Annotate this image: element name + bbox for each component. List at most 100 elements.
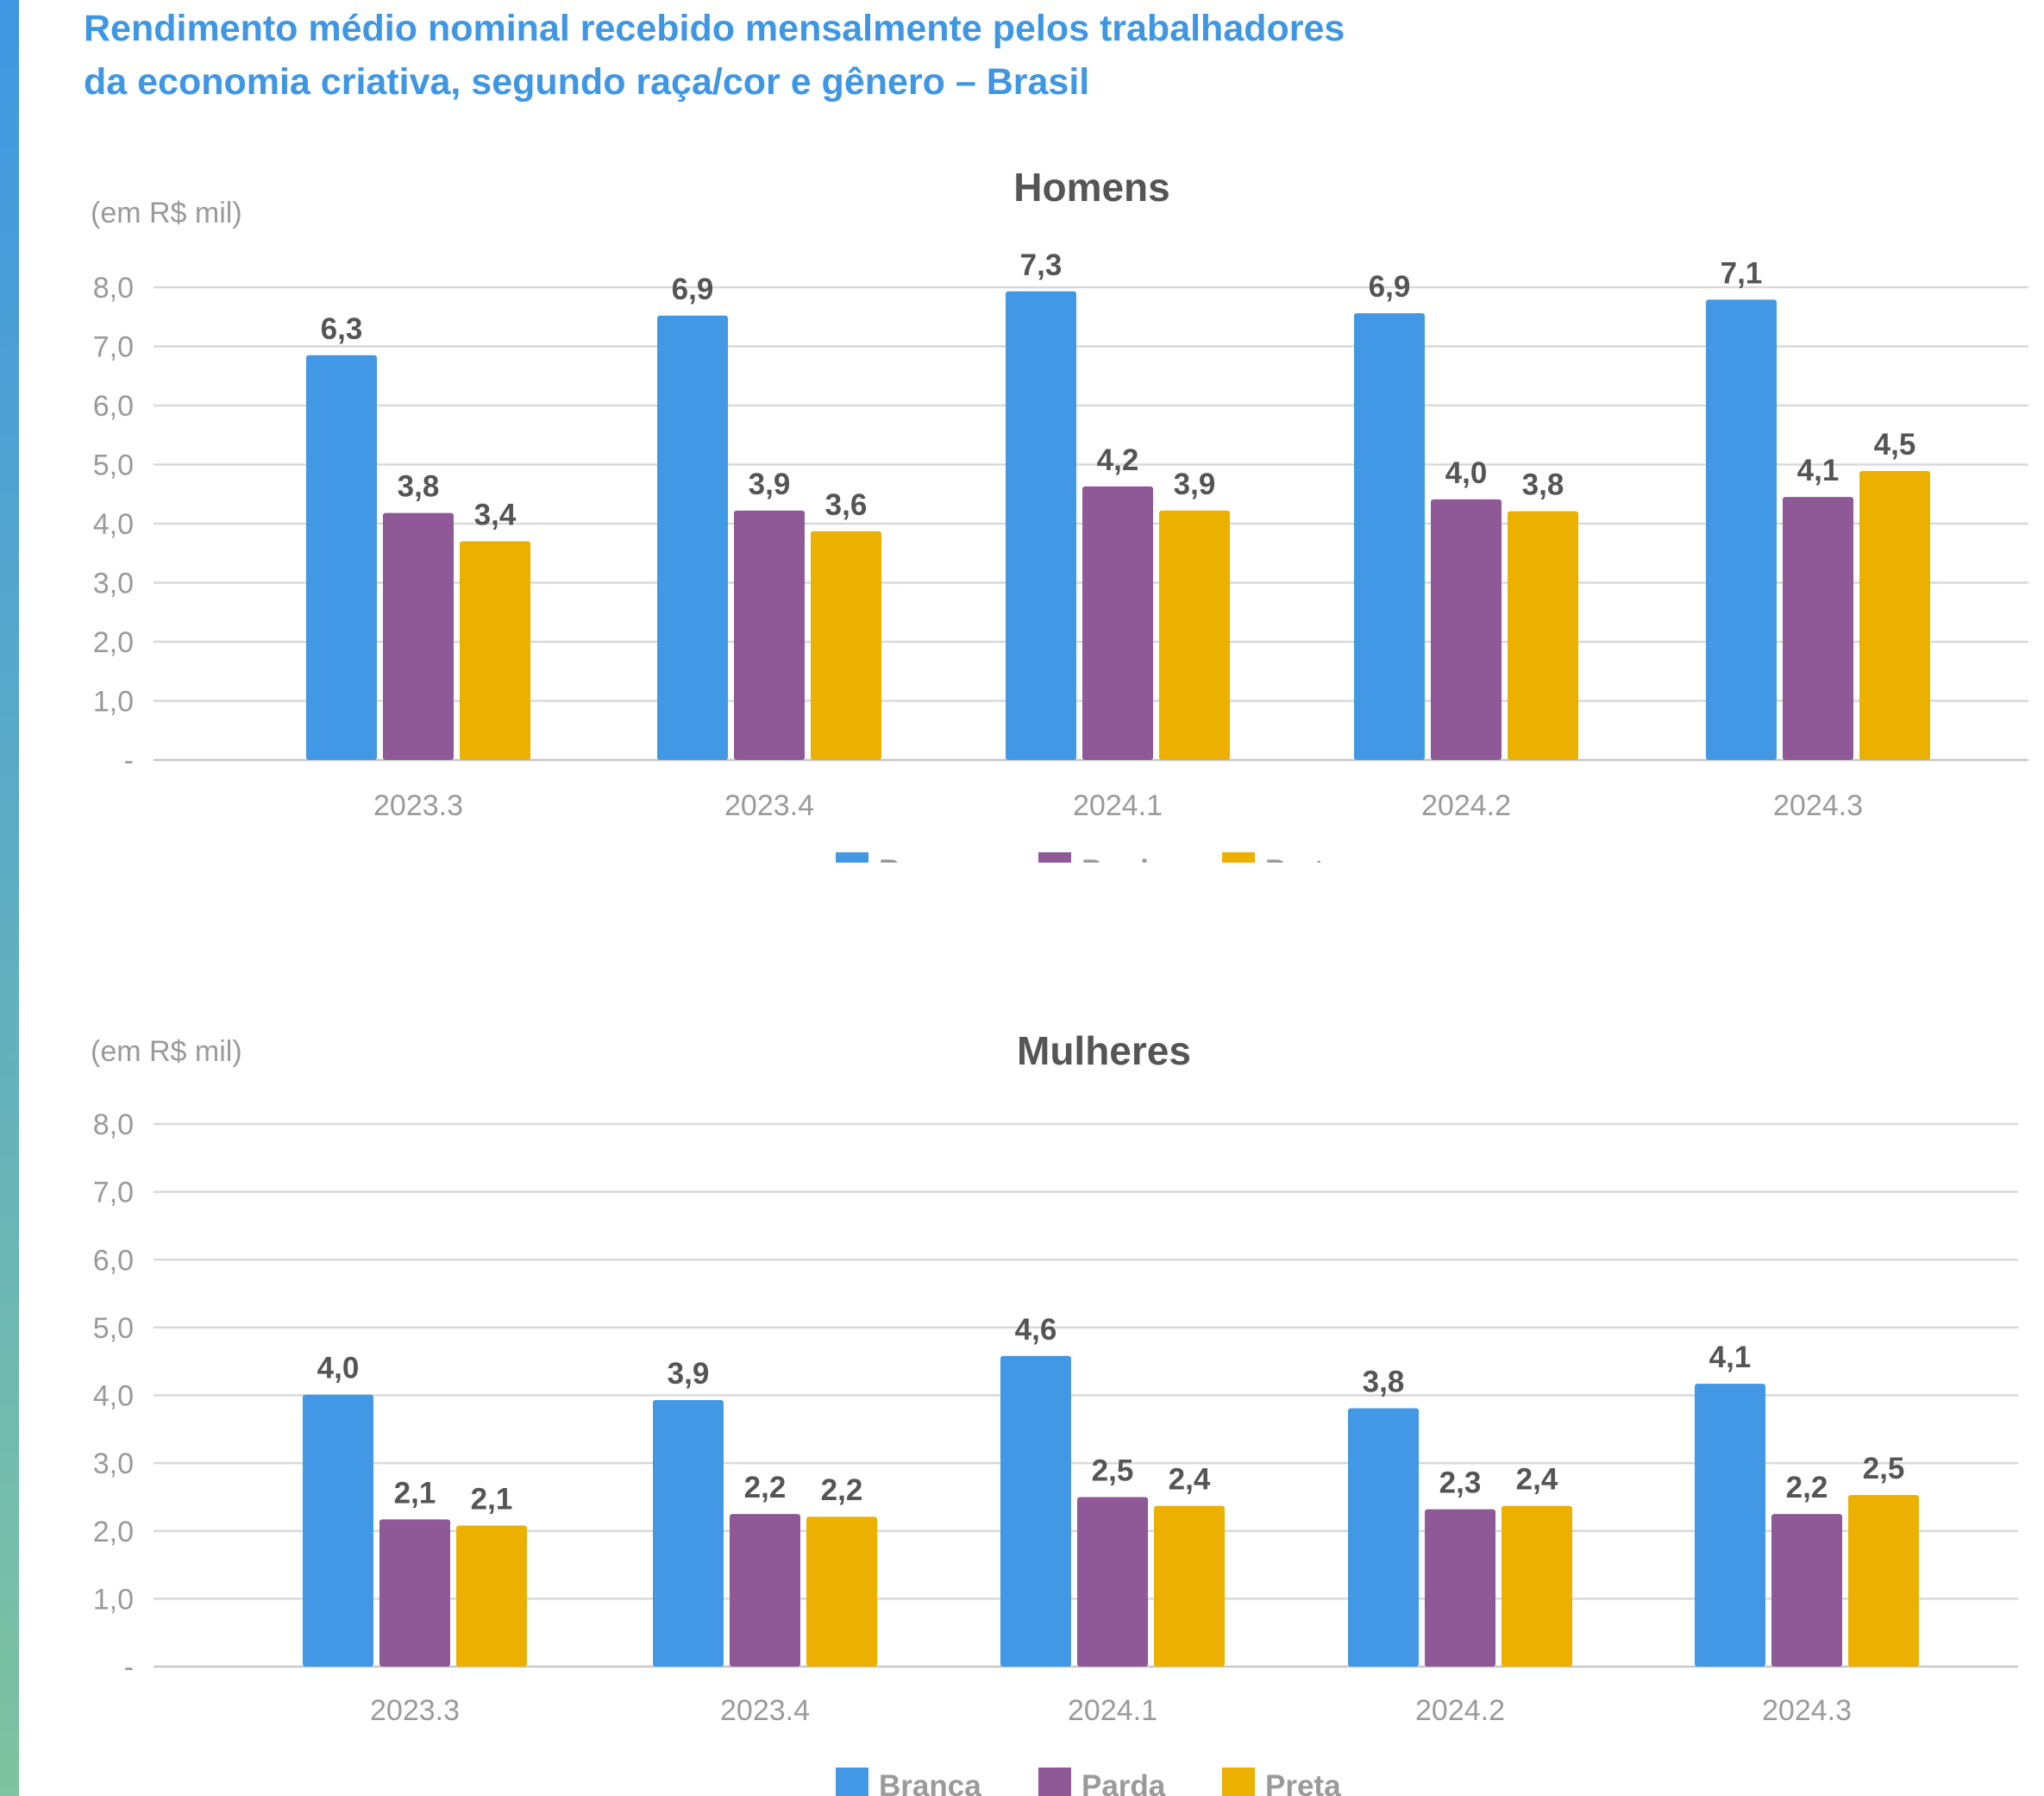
data-label: 7,1 [1721, 256, 1763, 290]
legend-swatch-parda [1038, 852, 1071, 863]
y-tick-label: 1,0 [93, 686, 134, 719]
bar-preta-2023.3 [456, 1525, 527, 1667]
data-label: 2,2 [1786, 1471, 1828, 1504]
legend-swatch-branca [836, 852, 868, 863]
x-tick-label: 2024.1 [1068, 1694, 1157, 1727]
data-label: 2,4 [1516, 1463, 1558, 1497]
y-tick-label: 1,0 [93, 1583, 134, 1616]
y-tick-label: 7,0 [93, 1177, 134, 1209]
data-label: 2,2 [821, 1473, 863, 1507]
bar-parda-2023.3 [379, 1519, 450, 1667]
page-title: Rendimento médio nominal recebido mensal… [84, 2, 1722, 109]
data-label: 3,9 [668, 1357, 710, 1391]
y-tick-label: 4,0 [93, 1380, 134, 1413]
y-tick-label: 7,0 [93, 331, 134, 364]
legend-label-parda: Parda [1082, 1769, 1166, 1796]
bar-parda-2023.3 [383, 512, 454, 760]
y-tick-label: 8,0 [93, 272, 134, 305]
y-tick-label: 2,0 [93, 626, 134, 659]
y-tick-label: - [124, 1651, 134, 1684]
bar-preta-2024.3 [1848, 1495, 1919, 1667]
bar-preta-2023.3 [460, 541, 530, 760]
y-tick-label: 3,0 [93, 1447, 134, 1480]
legend-swatch-branca [836, 1768, 868, 1796]
y-tick-label: 3,0 [93, 568, 134, 600]
page-title-line-1: Rendimento médio nominal recebido mensal… [84, 8, 1345, 49]
chart-title-homens: Homens [1013, 165, 1169, 210]
data-label: 3,8 [1363, 1365, 1405, 1398]
x-tick-label: 2023.3 [373, 789, 463, 822]
bar-branca-2023.3 [303, 1394, 373, 1667]
bar-parda-2023.4 [730, 1514, 800, 1667]
bar-preta-2024.3 [1859, 471, 1930, 760]
data-label: 2,1 [471, 1482, 513, 1516]
bar-preta-2023.4 [811, 531, 881, 760]
data-label: 4,6 [1015, 1313, 1057, 1347]
data-label: 2,3 [1439, 1466, 1482, 1500]
data-label: 4,1 [1797, 454, 1840, 487]
data-label: 3,8 [398, 470, 440, 504]
data-label: 3,6 [825, 488, 868, 522]
bar-branca-2024.1 [1000, 1355, 1071, 1667]
y-tick-label: 8,0 [93, 1108, 134, 1141]
x-tick-label: 2023.4 [720, 1694, 810, 1727]
data-label: 2,5 [1863, 1452, 1905, 1485]
bar-branca-2024.3 [1706, 299, 1777, 760]
data-label: 2,5 [1092, 1454, 1134, 1487]
y-tick-label: 2,0 [93, 1516, 134, 1548]
data-label: 2,2 [744, 1471, 787, 1504]
legend-swatch-preta [1222, 1768, 1255, 1796]
bar-parda-2024.1 [1082, 486, 1153, 760]
unit-label: (em R$ mil) [91, 197, 242, 229]
data-label: 4,0 [317, 1352, 360, 1385]
data-label: 4,1 [1709, 1341, 1752, 1374]
legend-label-branca: Branca [879, 1769, 981, 1796]
chart-homens: Homens (em R$ mil) 8,0 7,0 6,0 5,0 4,0 3,0 2,0 1,… [91, 165, 2028, 863]
bar-preta-2024.1 [1154, 1505, 1225, 1667]
x-tick-label: 2024.3 [1762, 1694, 1852, 1727]
data-label: 4,5 [1874, 428, 1916, 462]
legend-swatch-preta [1222, 852, 1255, 863]
bar-parda-2024.3 [1783, 497, 1853, 760]
legend-label-preta: Preta [1265, 854, 1341, 863]
chart-mulheres: Mulheres (em R$ mil) 8,0 7,0 6,0 5,0 4,0 3,0 2,0… [91, 1028, 2018, 1796]
data-label: 6,3 [321, 312, 363, 346]
legend-label-preta: Preta [1265, 1769, 1341, 1796]
bar-branca-2023.4 [653, 1400, 724, 1667]
data-label: 3,8 [1522, 468, 1564, 502]
x-tick-label: 2023.3 [370, 1694, 460, 1727]
y-tick-label: 6,0 [93, 390, 134, 423]
y-tick-label: 6,0 [93, 1244, 134, 1277]
bar-branca-2023.4 [657, 315, 728, 760]
bar-branca-2024.2 [1354, 313, 1425, 760]
accent-bar [0, 0, 19, 1796]
x-tick-label: 2023.4 [724, 789, 814, 822]
data-label: 4,0 [1445, 456, 1488, 490]
legend-label-branca: Branca [879, 854, 981, 863]
data-label: 6,9 [672, 273, 714, 306]
data-label: 7,3 [1020, 248, 1063, 282]
data-label: 3,4 [474, 499, 517, 532]
data-label: 4,2 [1097, 443, 1139, 477]
x-tick-label: 2024.1 [1073, 789, 1163, 822]
bar-preta-2024.2 [1502, 1505, 1572, 1667]
bar-parda-2024.3 [1771, 1514, 1842, 1667]
y-tick-label: 5,0 [93, 1312, 134, 1345]
data-label: 2,4 [1169, 1463, 1211, 1497]
bar-branca-2023.3 [306, 355, 377, 760]
unit-label: (em R$ mil) [91, 1035, 242, 1068]
data-label: 2,1 [394, 1476, 436, 1510]
x-tick-label: 2024.3 [1773, 789, 1863, 822]
bar-preta-2024.2 [1508, 511, 1578, 760]
bar-branca-2024.1 [1006, 291, 1076, 760]
data-label: 6,9 [1369, 270, 1411, 304]
bar-parda-2024.2 [1431, 499, 1502, 760]
page-title-line-2: da economia criativa, segundo raça/cor e… [84, 61, 1090, 103]
bar-branca-2024.2 [1348, 1408, 1419, 1667]
bar-branca-2024.3 [1695, 1384, 1765, 1667]
bar-parda-2024.2 [1425, 1509, 1495, 1667]
bar-preta-2024.1 [1159, 510, 1230, 760]
legend-label-parda: Parda [1082, 854, 1166, 863]
bar-preta-2023.4 [806, 1517, 877, 1667]
y-tick-label: 4,0 [93, 508, 134, 541]
